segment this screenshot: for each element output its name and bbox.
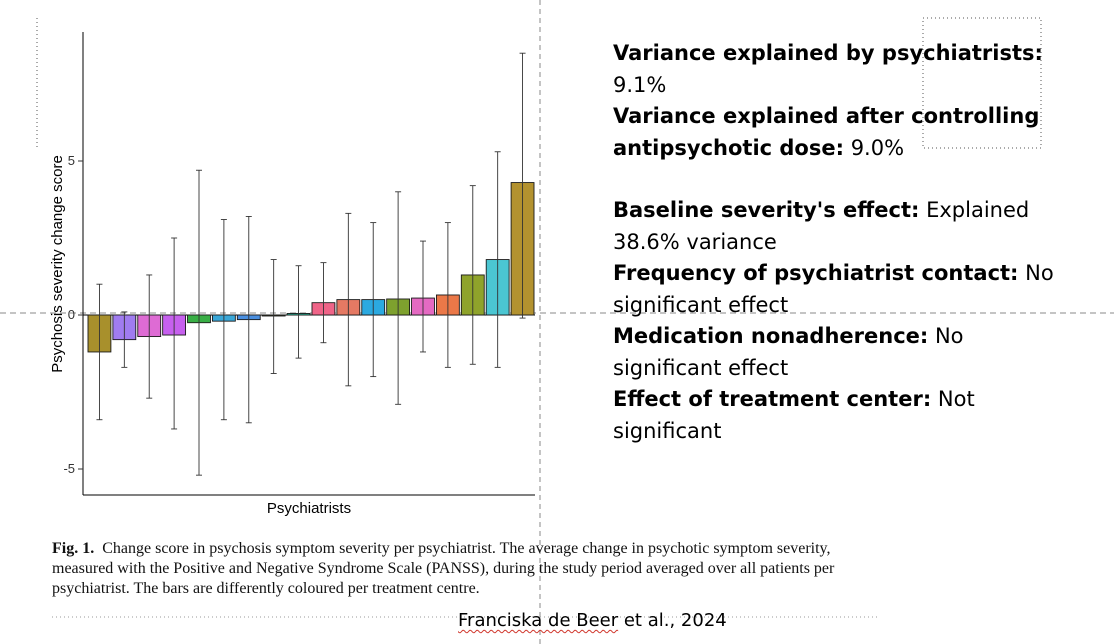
info-label: Variance explained after controlling ant… <box>613 104 1040 160</box>
info-item-variance-after-dose: Variance explained after controlling ant… <box>613 101 1058 164</box>
y-tick-label: 0 <box>68 307 75 322</box>
info-value: No significant effect <box>613 324 964 380</box>
info-label: Medication nonadherence: <box>613 324 929 348</box>
y-tick-label: 5 <box>68 153 75 168</box>
info-value: No significant effect <box>613 261 1054 317</box>
citation-author: Franciska de Beer <box>458 610 619 631</box>
figure-caption: Fig. 1. Change score in psychosis sympto… <box>52 540 835 597</box>
info-label: Effect of treatment center: <box>613 387 932 411</box>
info-label: Variance explained by psychiatrists: <box>613 41 1043 65</box>
citation-rest: et al., 2024 <box>618 610 727 631</box>
figure-label: Fig. 1 <box>52 540 91 557</box>
info-label: Frequency of psychiatrist contact: <box>613 261 1019 285</box>
y-axis-title: Psychosis severity change score <box>49 155 66 373</box>
info-value: Explained 38.6% variance <box>613 198 1030 254</box>
citation: Franciska de Beer et al., 2024 <box>458 610 727 631</box>
info-value: Not significant <box>613 387 975 443</box>
info-item-variance-psychiatrists: Variance explained by psychiatrists: 9.1… <box>613 38 1058 101</box>
y-tick-label: -5 <box>63 461 75 476</box>
info-item-contact-frequency: Frequency of psychiatrist contact: No si… <box>613 258 1058 321</box>
info-panel: Variance explained by psychiatrists: 9.1… <box>613 38 1058 447</box>
info-value: 9.1% <box>613 72 667 97</box>
caption-text: Change score in psychosis symptom severi… <box>52 540 835 597</box>
info-label: Baseline severity's effect: <box>613 198 920 222</box>
info-item-nonadherence: Medication nonadherence: No significant … <box>613 321 1058 384</box>
info-item-baseline-severity: Baseline severity's effect: Explained 38… <box>613 195 1058 258</box>
info-value: 9.0% <box>850 135 905 160</box>
x-axis-title: Psychiatrists <box>267 500 351 517</box>
info-item-treatment-center: Effect of treatment center: Not signific… <box>613 384 1058 447</box>
info-spacer <box>613 164 1058 195</box>
